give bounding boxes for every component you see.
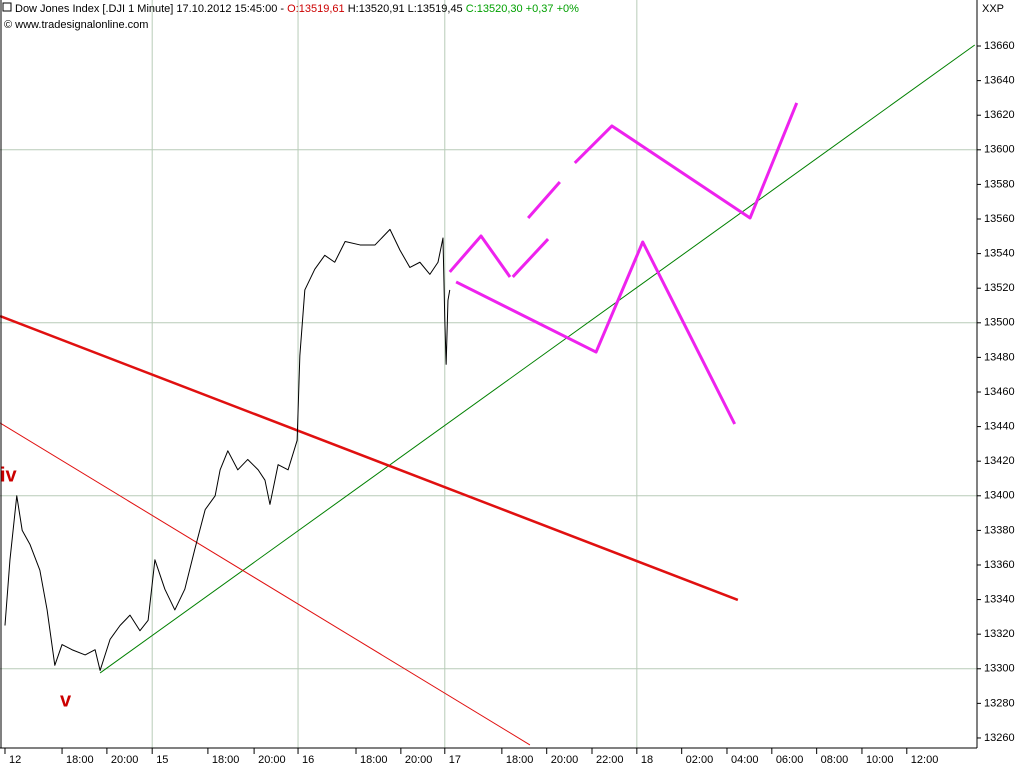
y-tick-label: 13600	[984, 144, 1015, 156]
x-tick-label: 15	[156, 754, 168, 766]
y-tick-label: 13500	[984, 317, 1015, 329]
x-tick-label: 18:00	[506, 754, 534, 766]
x-tick-label: 17	[449, 754, 461, 766]
x-tick-label: 18:00	[66, 754, 94, 766]
x-tick-label: 16	[302, 754, 314, 766]
trend-line	[99, 44, 976, 674]
x-tick-label: 18:00	[212, 754, 240, 766]
y-tick-label: 13260	[984, 732, 1015, 744]
y-tick-label: 13280	[984, 697, 1015, 709]
header-open: O:13519,61	[287, 3, 345, 15]
price-line	[4, 228, 451, 671]
x-tick-label: 12	[9, 754, 21, 766]
plot-area	[0, 44, 976, 746]
x-tick-label: 22:00	[596, 754, 624, 766]
y-tick-label: 13540	[984, 248, 1015, 260]
y-tick-label: 13320	[984, 628, 1015, 640]
x-tick-label: 18	[641, 754, 653, 766]
x-tick-label: 20:00	[258, 754, 286, 766]
source: © www.tradesignalonline.com	[4, 19, 148, 31]
chart-header: Dow Jones Index [.DJI 1 Minute] 17.10.20…	[15, 3, 579, 15]
x-tick-label: 20:00	[551, 754, 579, 766]
y-tick-label: 13300	[984, 663, 1015, 675]
axes: 13260 13280 13300 13320 13340 13360 13380 13400…	[4, 40, 1015, 766]
y-tick-label: 13440	[984, 420, 1015, 432]
x-tick-label: 04:00	[731, 754, 759, 766]
trend-line	[448, 102, 799, 425]
y-tick-label: 13400	[984, 490, 1015, 502]
x-tick-label: 02:00	[686, 754, 714, 766]
chart-title: Dow Jones Index [.DJI 1 Minute] 17.10.20…	[15, 3, 284, 15]
y-tick-label: 13520	[984, 282, 1015, 294]
y-tick-label: 13460	[984, 386, 1015, 398]
y-tick-label: 13560	[984, 213, 1015, 225]
y-tick-label: 13640	[984, 75, 1015, 87]
x-tick-label: 08:00	[821, 754, 849, 766]
y-tick-label: 13480	[984, 351, 1015, 363]
y-tick-label: 13380	[984, 524, 1015, 536]
window-icon	[2, 2, 12, 12]
x-tick-label: 06:00	[776, 754, 804, 766]
header-close: C:13520,30 +0,37 +0%	[466, 3, 579, 15]
x-tick-label: 18:00	[360, 754, 388, 766]
y-tick-label: 13360	[984, 559, 1015, 571]
x-tick-label: 20:00	[405, 754, 433, 766]
wave-label: iv	[0, 464, 18, 486]
axis-name: XXP	[982, 3, 1004, 15]
y-tick-label: 13660	[984, 40, 1015, 52]
x-tick-label: 10:00	[866, 754, 894, 766]
y-tick-label: 13340	[984, 593, 1015, 605]
y-tick-label: 13580	[984, 178, 1015, 190]
y-tick-label: 13620	[984, 109, 1015, 121]
x-tick-label: 20:00	[111, 754, 139, 766]
wave-label: v	[60, 689, 72, 711]
header-range: H:13520,91 L:13519,45	[348, 3, 463, 15]
x-tick-label: 12:00	[911, 754, 939, 766]
y-tick-label: 13420	[984, 455, 1015, 467]
trend-line	[0, 422, 531, 746]
trend-line	[0, 314, 739, 602]
